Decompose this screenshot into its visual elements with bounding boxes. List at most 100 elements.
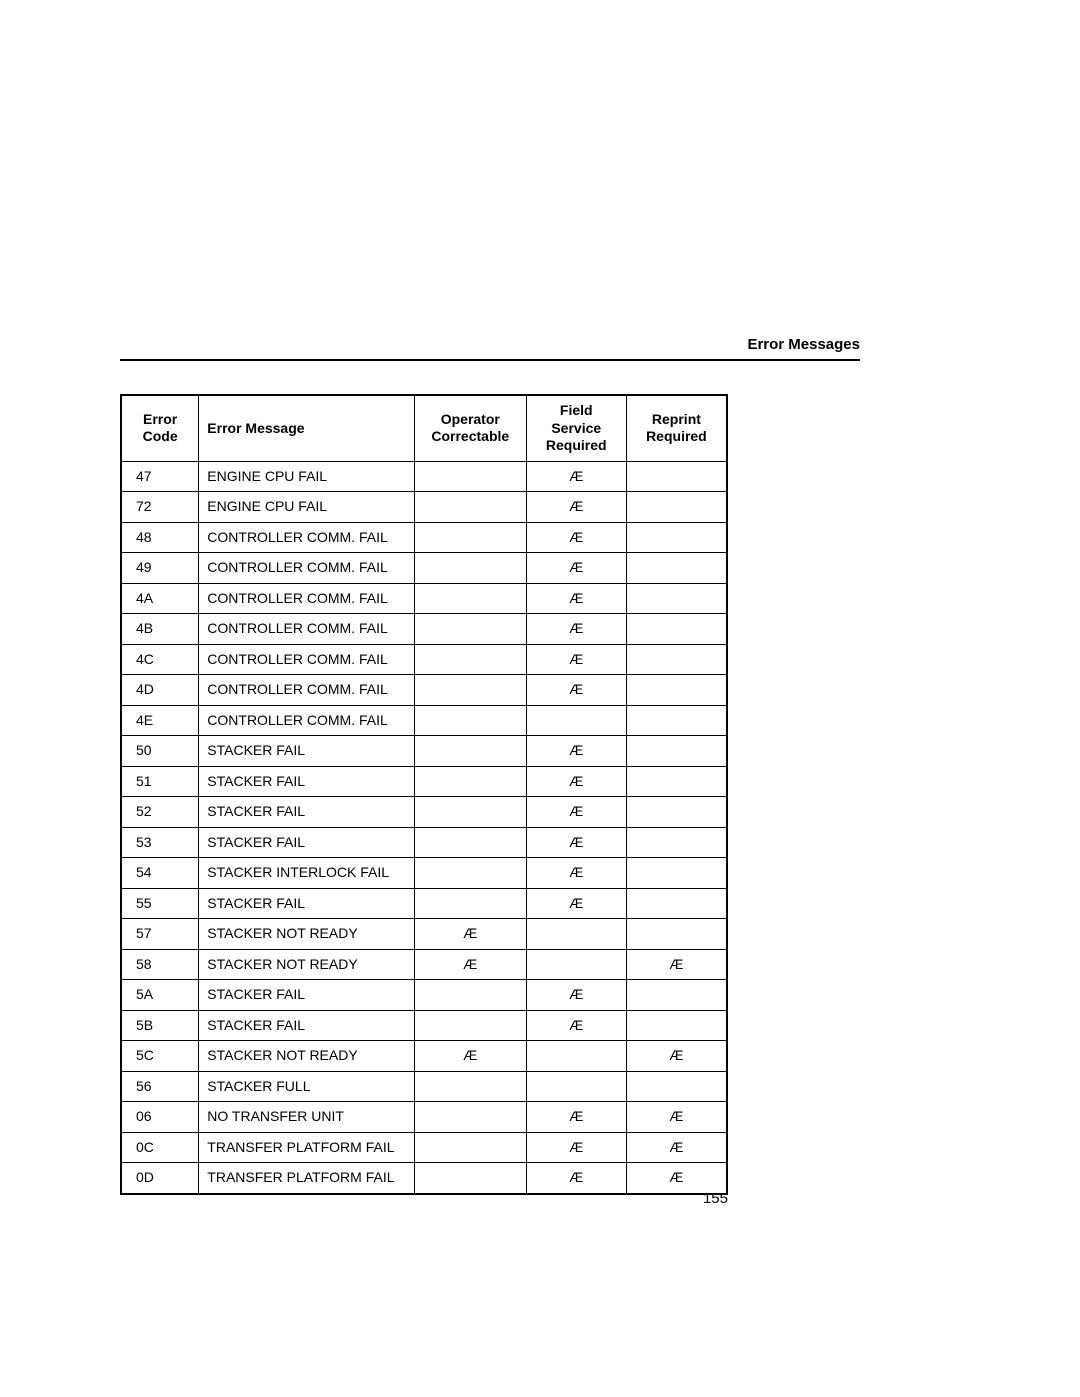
error-table-wrap: Error Code Error Message Operator Correc… [120,394,728,1195]
cell-field-service-required: Æ [526,1102,626,1133]
cell-error-code: 4D [121,675,199,706]
col-header-operator-correctable: Operator Correctable [414,395,526,461]
table-row: 4ACONTROLLER COMM. FAILÆ [121,583,727,614]
table-row: 57STACKER NOT READYÆ [121,919,727,950]
cell-operator-correctable [414,766,526,797]
cell-operator-correctable [414,583,526,614]
cell-error-code: 0D [121,1163,199,1194]
cell-reprint-required [626,919,727,950]
cell-operator-correctable [414,492,526,523]
cell-reprint-required [626,1010,727,1041]
table-row: 5BSTACKER FAILÆ [121,1010,727,1041]
page-number: 155 [703,1190,728,1207]
cell-reprint-required [626,1071,727,1102]
cell-field-service-required [526,949,626,980]
table-row: 49CONTROLLER COMM. FAILÆ [121,553,727,584]
table-row: 50STACKER FAILÆ [121,736,727,767]
table-row: 06NO TRANSFER UNITÆÆ [121,1102,727,1133]
cell-operator-correctable [414,644,526,675]
table-row: 5ASTACKER FAILÆ [121,980,727,1011]
cell-error-code: 53 [121,827,199,858]
cell-operator-correctable [414,1010,526,1041]
cell-operator-correctable [414,736,526,767]
table-row: 0DTRANSFER PLATFORM FAILÆÆ [121,1163,727,1194]
cell-operator-correctable [414,461,526,492]
cell-reprint-required: Æ [626,1041,727,1072]
cell-operator-correctable [414,705,526,736]
cell-operator-correctable [414,522,526,553]
cell-operator-correctable [414,888,526,919]
cell-field-service-required: Æ [526,766,626,797]
cell-error-message: CONTROLLER COMM. FAIL [199,553,415,584]
cell-error-code: 72 [121,492,199,523]
col-header-line: Operator [441,411,500,427]
cell-operator-correctable [414,675,526,706]
table-row: 51STACKER FAILÆ [121,766,727,797]
cell-error-code: 50 [121,736,199,767]
cell-field-service-required: Æ [526,614,626,645]
cell-reprint-required: Æ [626,1163,727,1194]
col-header-line: Field [560,402,593,418]
cell-field-service-required: Æ [526,1132,626,1163]
col-header-error-code: Error Code [121,395,199,461]
table-row: 4ECONTROLLER COMM. FAIL [121,705,727,736]
cell-field-service-required: Æ [526,1010,626,1041]
col-header-line: Required [546,437,607,453]
cell-error-message: STACKER FULL [199,1071,415,1102]
cell-error-message: STACKER NOT READY [199,919,415,950]
cell-field-service-required: Æ [526,522,626,553]
cell-reprint-required [626,583,727,614]
section-title: Error Messages [747,336,860,353]
cell-field-service-required [526,1071,626,1102]
cell-error-code: 0C [121,1132,199,1163]
cell-error-message: STACKER FAIL [199,888,415,919]
table-row: 0CTRANSFER PLATFORM FAILÆÆ [121,1132,727,1163]
cell-operator-correctable [414,553,526,584]
cell-error-message: STACKER NOT READY [199,1041,415,1072]
cell-reprint-required [626,553,727,584]
col-header-line: Correctable [431,428,509,444]
cell-error-message: CONTROLLER COMM. FAIL [199,705,415,736]
col-header-error-message: Error Message [199,395,415,461]
document-page: Error Messages Error Code Error Message … [0,0,1080,1397]
cell-reprint-required [626,858,727,889]
cell-error-message: CONTROLLER COMM. FAIL [199,644,415,675]
col-header-line: Error Message [207,420,304,436]
cell-reprint-required: Æ [626,1102,727,1133]
cell-error-code: 58 [121,949,199,980]
col-header-field-service-required: Field Service Required [526,395,626,461]
cell-field-service-required: Æ [526,980,626,1011]
cell-error-message: STACKER FAIL [199,797,415,828]
cell-operator-correctable [414,827,526,858]
col-header-line: Reprint [652,411,701,427]
cell-field-service-required: Æ [526,675,626,706]
cell-error-message: STACKER FAIL [199,1010,415,1041]
cell-field-service-required: Æ [526,797,626,828]
cell-reprint-required [626,705,727,736]
cell-field-service-required [526,1041,626,1072]
cell-error-code: 06 [121,1102,199,1133]
cell-error-code: 49 [121,553,199,584]
cell-reprint-required [626,797,727,828]
cell-error-code: 51 [121,766,199,797]
cell-field-service-required [526,919,626,950]
table-head: Error Code Error Message Operator Correc… [121,395,727,461]
cell-reprint-required [626,980,727,1011]
cell-field-service-required: Æ [526,644,626,675]
cell-field-service-required: Æ [526,583,626,614]
cell-field-service-required: Æ [526,1163,626,1194]
cell-reprint-required [626,827,727,858]
cell-error-message: STACKER INTERLOCK FAIL [199,858,415,889]
cell-error-message: STACKER NOT READY [199,949,415,980]
table-row: 72ENGINE CPU FAILÆ [121,492,727,523]
table-row: 48CONTROLLER COMM. FAILÆ [121,522,727,553]
cell-operator-correctable [414,1163,526,1194]
table-row: 58STACKER NOT READYÆÆ [121,949,727,980]
cell-operator-correctable [414,1071,526,1102]
cell-error-message: STACKER FAIL [199,827,415,858]
table-row: 52STACKER FAILÆ [121,797,727,828]
cell-error-code: 57 [121,919,199,950]
col-header-line: Required [646,428,707,444]
cell-error-message: CONTROLLER COMM. FAIL [199,522,415,553]
cell-field-service-required: Æ [526,827,626,858]
